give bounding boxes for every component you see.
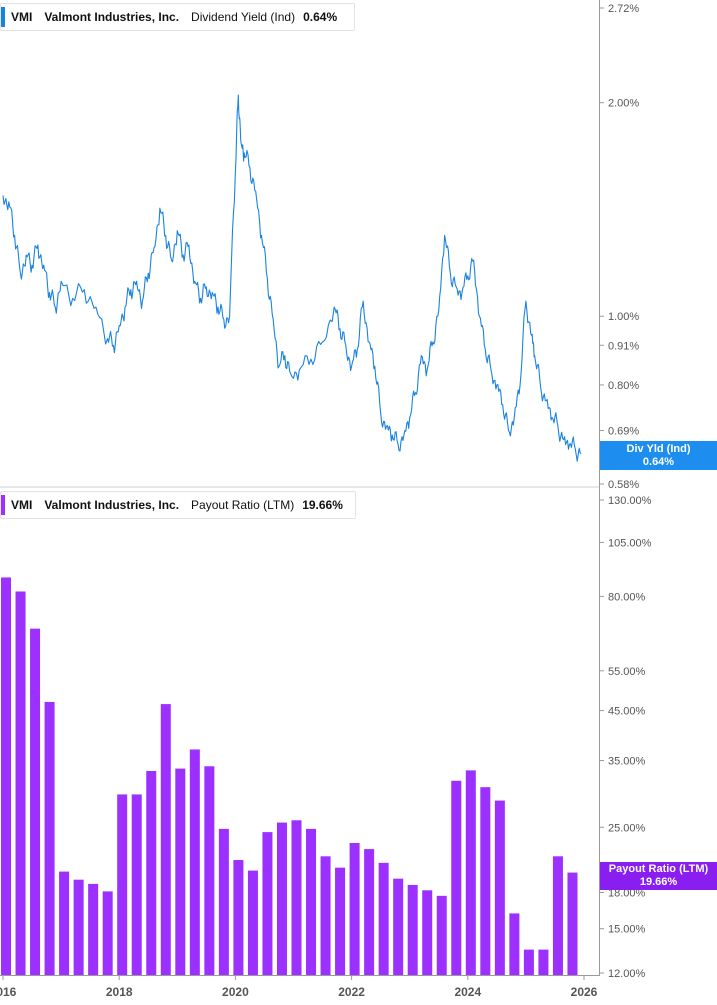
y-tick-label: 0.69% — [608, 426, 639, 438]
dividend-yield-panel: 2.72% 2.00% 1.00% 0.91% 0.80% 0.69% 0.58% — [2, 3, 639, 491]
payout-bar — [276, 822, 287, 975]
payout-ratio-value-flag: Payout Ratio (LTM) 19.66% — [600, 862, 717, 890]
legend-metric: Payout Ratio (LTM) — [191, 498, 295, 512]
legend-ticker: VMI — [11, 498, 33, 512]
y-tick-label: 55.00% — [608, 666, 646, 678]
legend-value: 0.64% — [303, 10, 338, 24]
payout-bar — [262, 832, 273, 975]
y-tick-label: 0.91% — [608, 340, 639, 352]
payout-bar — [538, 949, 549, 975]
payout-bar — [494, 800, 505, 975]
legend-company: Valmont Industries, Inc. — [44, 498, 180, 512]
payout-bar — [465, 770, 476, 975]
x-tick-label: 2018 — [106, 985, 133, 999]
payout-bar — [291, 820, 302, 975]
payout-bar — [320, 856, 331, 975]
payout-bar — [436, 895, 447, 975]
x-tick-label: 2024 — [454, 985, 481, 999]
legend-metric: Dividend Yield (Ind) — [191, 10, 296, 24]
legend-swatch-payout — [1, 495, 5, 515]
payout-ratio-panel: 130.00% 105.00% 80.00% 55.00% 45.00% 35.00% 25… — [1, 495, 652, 980]
y-tick-label: 15.00% — [608, 924, 646, 936]
div-yield-value-flag: Div Yld (Ind) 0.64% — [600, 441, 717, 470]
y-tick-label: 80.00% — [608, 591, 646, 603]
y-tick-label: 12.00% — [608, 968, 646, 980]
payout-bar — [1, 577, 11, 975]
payout-bar — [117, 794, 128, 975]
dividend-yield-legend: VMI Valmont Industries, Inc. Dividend Yi… — [0, 3, 355, 31]
payout-bar — [509, 913, 520, 975]
dividend-yield-line — [2, 94, 582, 462]
x-tick-label: 2026 — [571, 985, 598, 999]
y-tick-label: 1.00% — [608, 311, 639, 323]
payout-bar — [451, 780, 462, 975]
payout-bar — [306, 828, 317, 975]
payout-bar — [233, 860, 244, 975]
payout-bar — [102, 891, 113, 975]
payout-bar — [364, 849, 375, 975]
payout-bar — [422, 890, 433, 975]
payout-bar — [88, 883, 99, 975]
x-tick-label: 2022 — [338, 985, 365, 999]
y-tick-label: 45.00% — [608, 706, 646, 718]
legend-swatch-yield — [1, 7, 5, 27]
y-tick-label: 25.00% — [608, 822, 646, 834]
payout-bar — [204, 766, 215, 975]
payout-bar — [378, 862, 389, 975]
payout-ratio-legend: VMI Valmont Industries, Inc. Payout Rati… — [0, 491, 356, 519]
y-tick-label: 105.00% — [608, 537, 652, 549]
legend-company: Valmont Industries, Inc. — [44, 10, 180, 24]
payout-bar — [131, 794, 142, 975]
payout-bar — [393, 878, 404, 975]
payout-bar — [30, 628, 41, 975]
payout-bar — [349, 842, 360, 975]
payout-bar — [567, 872, 578, 975]
payout-bar — [523, 949, 534, 975]
flag-value: 19.66% — [639, 876, 678, 888]
flag-value: 0.64% — [642, 455, 675, 468]
y-tick-label: 130.00% — [608, 495, 652, 507]
x-tick-label: 2020 — [222, 985, 249, 999]
payout-bar — [247, 870, 258, 975]
payout-bar — [480, 787, 491, 975]
payout-bar — [218, 828, 229, 975]
payout-bar — [59, 871, 70, 975]
payout-bar — [73, 879, 84, 975]
x-axis: 2016 2018 2020 2022 2024 2026 — [0, 975, 598, 999]
y-tick-label: 2.00% — [608, 98, 639, 110]
legend-value: 19.66% — [302, 498, 343, 512]
payout-bar — [15, 591, 26, 975]
y-tick-label: 35.00% — [608, 755, 646, 767]
y-tick-label: 18.00% — [608, 888, 646, 900]
y-tick-label: 2.72% — [608, 3, 639, 15]
payout-bar — [175, 768, 186, 975]
legend-ticker: VMI — [11, 10, 33, 24]
flag-label: Div Yld (Ind) — [626, 442, 691, 455]
payout-bar — [552, 856, 563, 975]
payout-bar — [407, 884, 418, 975]
payout-bar — [335, 867, 346, 975]
payout-bar — [189, 749, 200, 975]
payout-bar — [160, 704, 171, 975]
y-tick-label: 0.58% — [608, 479, 639, 491]
y-tick-label: 0.80% — [608, 380, 639, 392]
payout-bar — [44, 701, 55, 975]
x-tick-label: 2016 — [0, 985, 17, 999]
flag-label: Payout Ratio (LTM) — [608, 863, 709, 875]
payout-bar — [146, 770, 157, 975]
